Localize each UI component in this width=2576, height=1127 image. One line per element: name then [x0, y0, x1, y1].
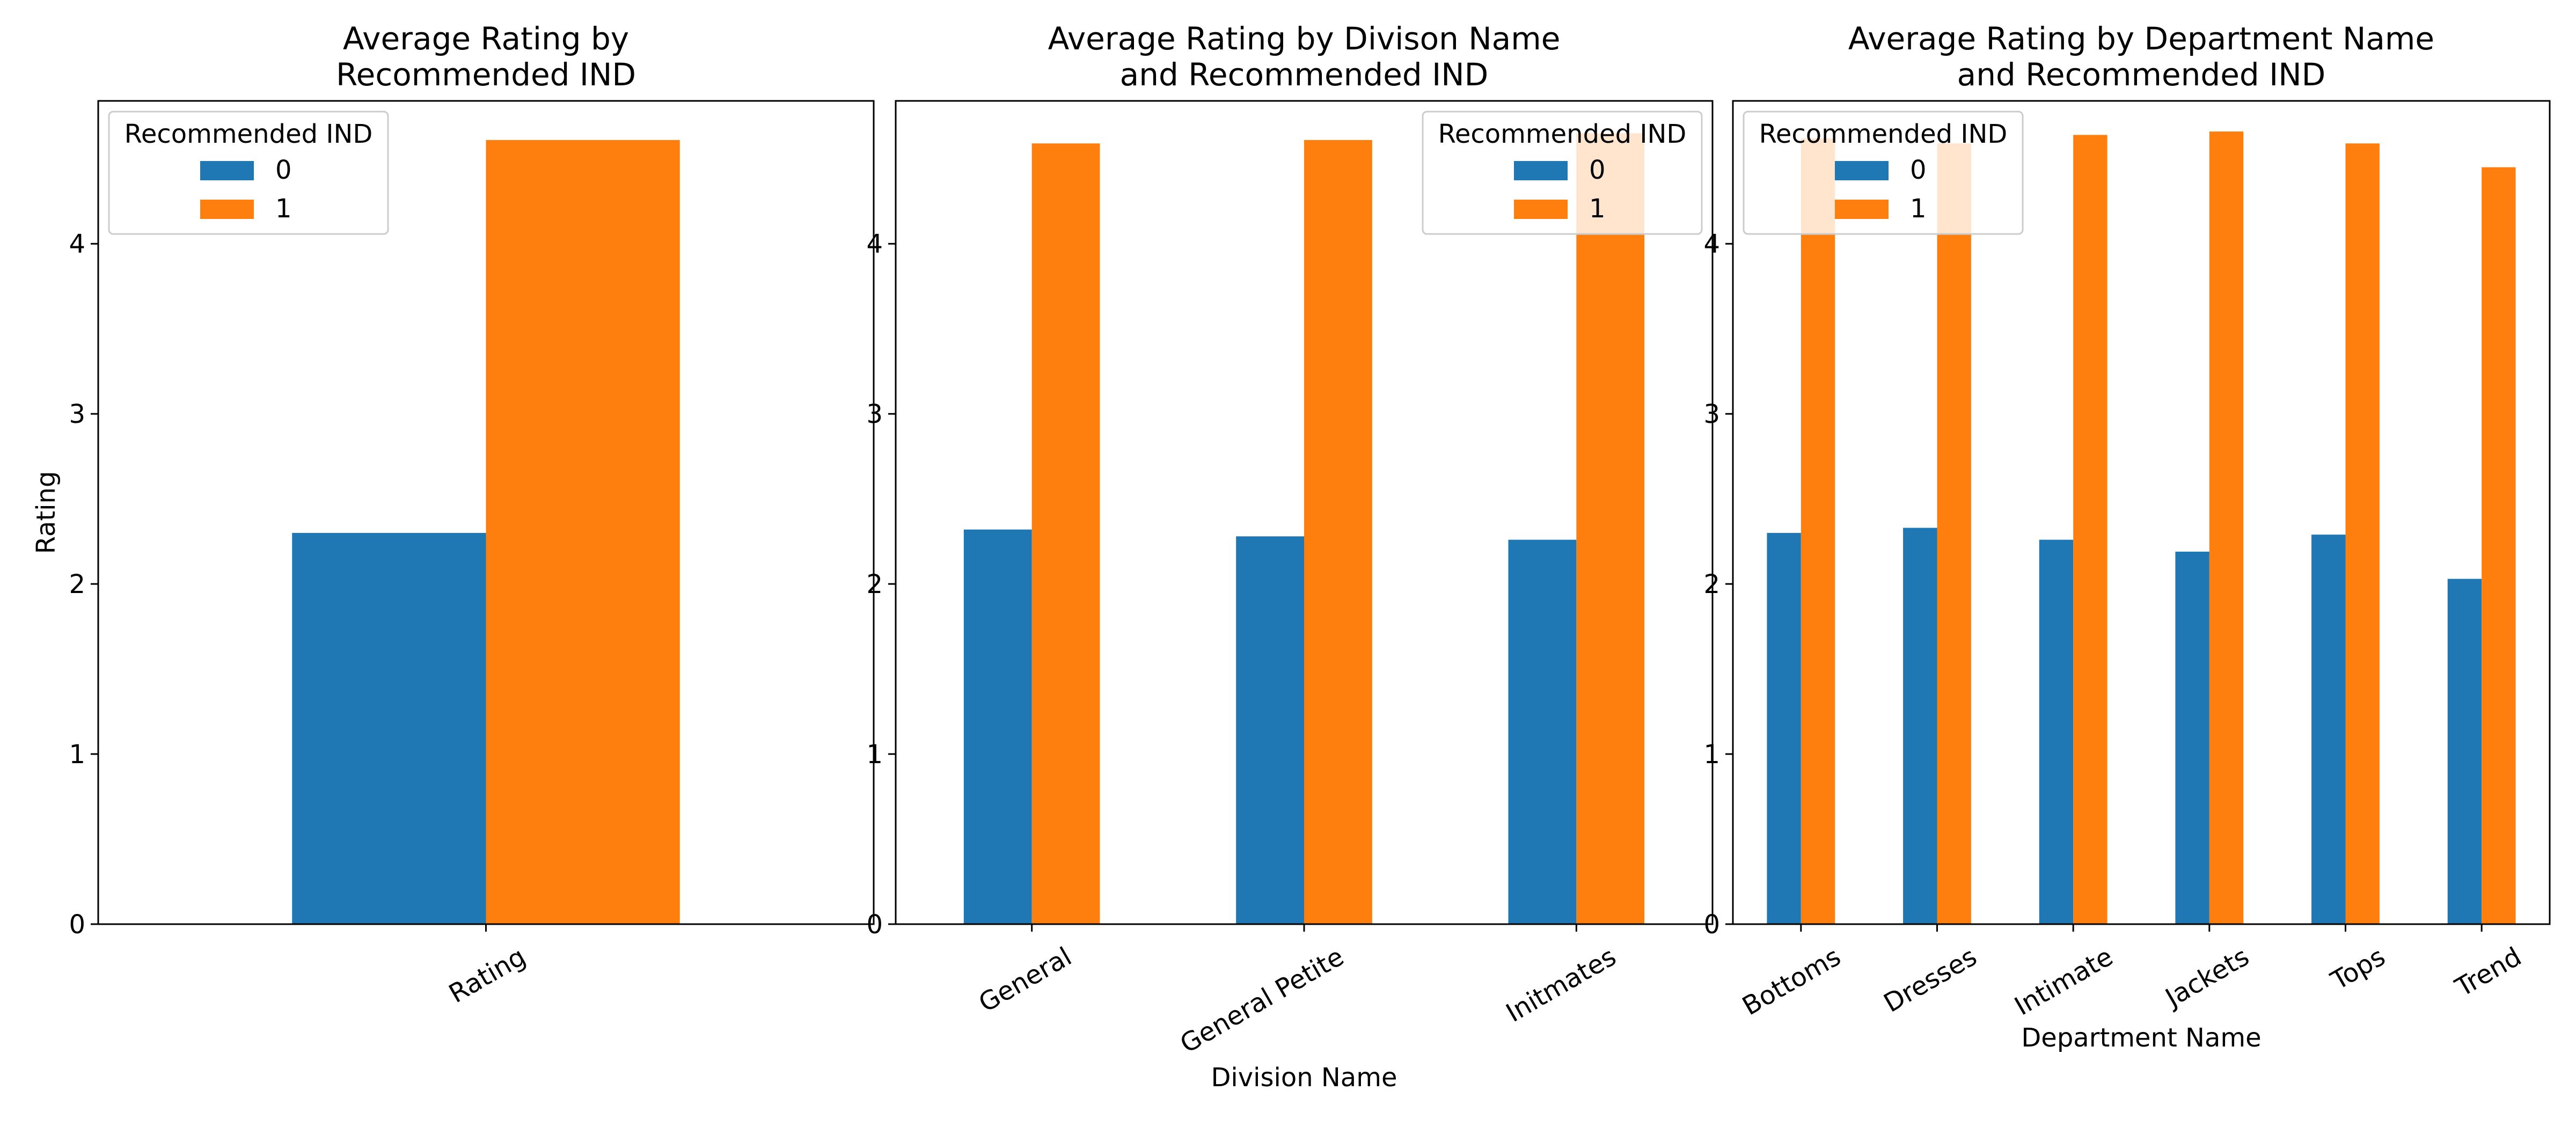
x-tick-label: Trend [2450, 941, 2527, 1003]
bar-general-petite-series-1 [1304, 140, 1372, 924]
x-axis-label: Department Name [2021, 1023, 2261, 1053]
bar-initmates-series-1 [1576, 133, 1644, 924]
y-tick-label: 3 [866, 399, 883, 429]
bar-bottoms-series-1 [1801, 138, 1835, 924]
legend-swatch-1 [1514, 200, 1568, 219]
bar-bottoms-series-0 [1767, 533, 1801, 924]
chart-3: Bottoms Dresses Intimate Jackets Tops Trend 0 1… [1703, 20, 2550, 1053]
x-tick-label: Rating [444, 941, 531, 1009]
y-tick-label: 2 [69, 569, 85, 599]
bar-jackets-series-0 [2175, 552, 2209, 924]
bar-general-series-0 [964, 530, 1032, 924]
x-tick-label: Intimate [2009, 941, 2118, 1021]
x-tick-label: Dresses [1879, 941, 1982, 1018]
legend: Recommended IND 0 1 [1744, 112, 2023, 234]
legend-swatch-0 [1514, 161, 1568, 180]
y-tick-label: 4 [69, 229, 85, 259]
y-tick-label: 2 [1703, 569, 1720, 599]
y-tick-label: 0 [866, 910, 883, 940]
y-axis-label: Rating [31, 471, 61, 554]
y-tick-label: 2 [866, 569, 883, 599]
chart-title: and Recommended IND [1957, 56, 2326, 93]
chart-2: General General Petite Initmates 0 1 2 3 4 Avera… [866, 20, 1713, 1093]
x-tick-label: General Petite [1175, 941, 1349, 1059]
bar-rating-series-1 [486, 140, 680, 924]
bar-tops-series-1 [2346, 143, 2380, 924]
x-tick-label: Tops [2325, 941, 2390, 996]
legend-swatch-0 [200, 161, 254, 180]
legend-title: Recommended IND [1759, 119, 2008, 149]
legend: Recommended IND 0 1 [1423, 112, 1702, 234]
bar-dresses-series-1 [1937, 143, 1971, 924]
chart-title: and Recommended IND [1120, 56, 1489, 93]
y-tick-label: 4 [866, 229, 883, 259]
legend-title: Recommended IND [125, 119, 373, 149]
legend-swatch-1 [1835, 200, 1889, 219]
x-tick-label: General [974, 941, 1077, 1018]
legend: Recommended IND 0 1 [109, 112, 388, 234]
y-tick-label: 1 [1703, 740, 1720, 770]
y-tick-label: 3 [1703, 399, 1720, 429]
x-tick-label: Bottoms [1737, 941, 1846, 1021]
y-tick-label: 0 [69, 910, 85, 940]
legend-swatch-1 [200, 200, 254, 219]
chart-title: Average Rating by Divison Name [1048, 20, 1561, 57]
bar-initmates-series-0 [1509, 540, 1577, 924]
legend-label-0: 0 [275, 155, 292, 185]
bar-general-series-1 [1032, 143, 1100, 924]
x-tick-label: Jackets [2159, 941, 2254, 1014]
legend-label-0: 0 [1910, 155, 1927, 185]
y-tick-label: 0 [1703, 910, 1720, 940]
y-tick-label: 4 [1703, 229, 1720, 259]
bar-rating-series-0 [292, 533, 486, 924]
x-axis-label: Division Name [1211, 1063, 1397, 1093]
y-tick-label: 1 [69, 740, 85, 770]
legend-label-1: 1 [1910, 194, 1927, 224]
legend-title: Recommended IND [1438, 119, 1687, 149]
bar-jackets-series-1 [2209, 131, 2243, 924]
y-tick-label: 3 [69, 399, 85, 429]
bar-dresses-series-0 [1903, 528, 1937, 924]
legend-swatch-0 [1835, 161, 1889, 180]
chart-title: Average Rating by Department Name [1848, 20, 2434, 57]
legend-label-0: 0 [1589, 155, 1606, 185]
chart-title: Average Rating by [343, 20, 629, 57]
bar-trend-series-1 [2482, 167, 2515, 924]
bar-tops-series-0 [2311, 535, 2345, 924]
bar-trend-series-0 [2448, 579, 2482, 924]
bar-intimate-series-0 [2039, 540, 2073, 924]
x-tick-label: Initmates [1501, 941, 1621, 1028]
y-tick-label: 1 [866, 740, 883, 770]
chart-title: Recommended IND [336, 56, 636, 93]
bar-general-petite-series-0 [1236, 536, 1304, 924]
legend-label-1: 1 [1589, 194, 1606, 224]
bar-intimate-series-1 [2073, 135, 2107, 924]
legend-label-1: 1 [275, 194, 292, 224]
